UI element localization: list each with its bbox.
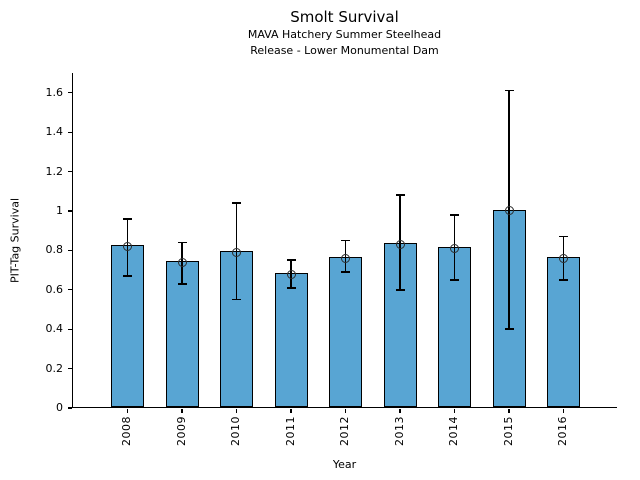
y-tick-label: 0.6	[45, 282, 64, 296]
error-bar-cap-high-2014	[450, 214, 459, 216]
y-tick-label: 1.6	[45, 85, 64, 99]
x-tick-label-2008: 2008	[120, 416, 133, 446]
plot-area: 0 0.2 0.4 0.6 0.8 1 1.2 1.4 1.6 2008 2009 2010 2011 2…	[46, 73, 617, 446]
y-tick-label: 0.8	[45, 243, 64, 257]
y-tick-label: 0.4	[45, 322, 64, 336]
data-point-marker-2010	[232, 247, 241, 257]
y-tick-mark	[68, 170, 72, 173]
data-point-marker-2013	[395, 239, 405, 249]
error-bar-cap-low-2011	[286, 287, 296, 289]
x-tick-mark	[562, 409, 565, 413]
x-tick-label-2011: 2011	[283, 416, 297, 446]
x-tick-label-2015: 2015	[501, 416, 515, 446]
x-tick-label-2009: 2009	[174, 416, 188, 446]
y-tick-mark	[68, 92, 72, 94]
y-tick-label: 0	[56, 401, 63, 414]
bar-2011	[274, 273, 308, 407]
y-tick-mark	[68, 249, 72, 251]
data-point-marker-2014	[450, 243, 459, 253]
error-bar-cap-high-2010	[232, 202, 241, 204]
error-bar-cap-high-2015	[504, 89, 514, 92]
bar-2009	[165, 261, 199, 407]
error-bar-cap-high-2008	[123, 218, 132, 220]
error-bar-cap-high-2012	[341, 239, 350, 242]
y-tick-mark	[68, 131, 72, 133]
x-tick-mark	[181, 409, 183, 413]
error-bar-cap-low-2013	[395, 289, 405, 291]
error-bar-cap-high-2009	[177, 241, 187, 244]
y-tick-mark	[68, 367, 72, 370]
error-bar-cap-low-2016	[559, 279, 568, 281]
x-tick-label-2016: 2016	[556, 416, 569, 446]
error-bar-cap-low-2009	[177, 283, 187, 285]
data-point-marker-2008	[123, 241, 132, 251]
y-tick-mark	[68, 328, 72, 330]
x-tick-mark	[453, 409, 456, 413]
error-bar-cap-low-2012	[341, 271, 350, 273]
y-tick-label: 1	[56, 203, 63, 217]
x-tick-mark	[399, 409, 401, 413]
x-tick-label-2012: 2012	[338, 416, 351, 446]
y-tick-label: 0.2	[45, 361, 64, 375]
bar-2016	[547, 257, 580, 407]
chart-subtitle-line1: MAVA Hatchery Summer Steelhead	[247, 28, 442, 41]
data-point-marker-2016	[559, 253, 568, 263]
y-tick-mark	[68, 407, 72, 409]
x-tick-mark	[235, 409, 238, 413]
bar-2012	[329, 257, 362, 407]
chart-subtitle: MAVA Hatchery Summer Steelhead Release -…	[72, 27, 617, 58]
error-bar-cap-high-2013	[395, 194, 405, 196]
y-tick-label: 1.2	[45, 164, 64, 178]
x-tick-label-2010: 2010	[229, 416, 242, 446]
error-bar-cap-high-2016	[559, 235, 568, 238]
error-bar-cap-low-2010	[232, 298, 241, 301]
error-bar-cap-low-2014	[450, 279, 459, 281]
y-tick-label: 1.4	[45, 125, 64, 139]
x-tick-mark	[508, 409, 510, 413]
x-tick-label-2013: 2013	[392, 416, 406, 446]
error-bar-cap-low-2008	[123, 275, 132, 277]
x-tick-mark	[126, 409, 129, 413]
data-point-marker-2015	[504, 206, 514, 216]
error-bar-cap-high-2011	[286, 259, 296, 261]
x-axis-label: Year	[332, 458, 357, 471]
chart-subtitle-line2: Release - Lower Monumental Dam	[250, 43, 439, 57]
data-point-marker-2011	[286, 269, 296, 279]
x-tick-mark	[290, 409, 292, 413]
x-tick-mark	[344, 409, 347, 413]
data-point-marker-2012	[341, 253, 350, 263]
error-bar-cap-low-2015	[504, 328, 514, 330]
x-tick-label-2014: 2014	[447, 416, 460, 446]
data-point-marker-2009	[177, 257, 187, 267]
y-tick-mark	[68, 289, 72, 291]
y-tick-mark	[68, 210, 72, 212]
chart-title: Smolt Survival	[290, 8, 399, 26]
